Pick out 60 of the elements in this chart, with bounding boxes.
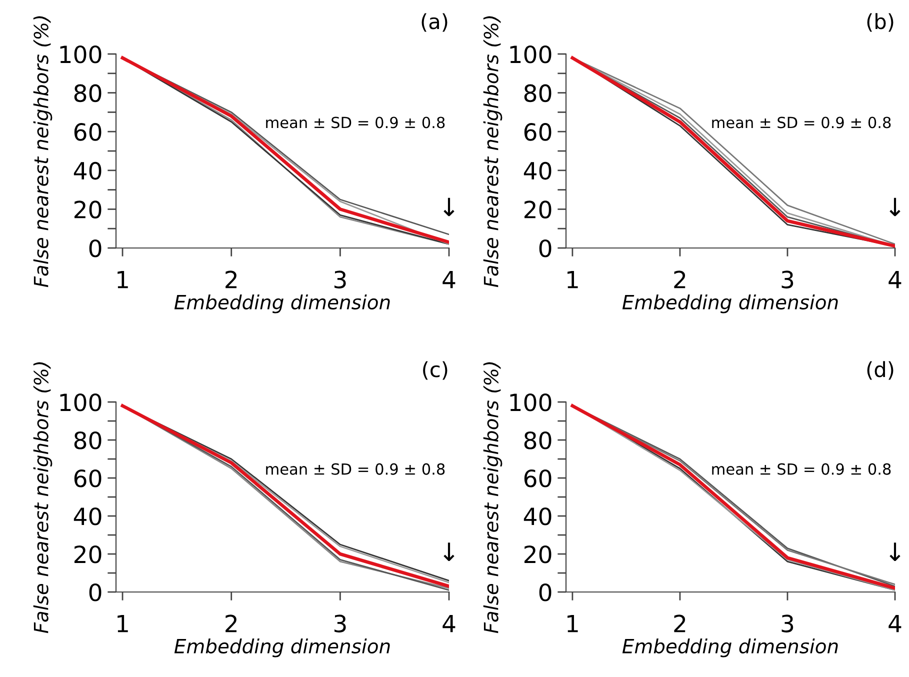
annotation: ↓ bbox=[444, 198, 454, 216]
y-axis-title: False nearest neighbors (%) bbox=[33, 362, 52, 634]
annotation: ↓ bbox=[890, 198, 900, 216]
y-tick-label: 100 bbox=[510, 393, 552, 412]
y-tick-label: 100 bbox=[510, 45, 552, 64]
y-tick-label: 60 bbox=[524, 123, 552, 141]
chart-title: (c) bbox=[423, 361, 448, 380]
x-tick-label: 4 bbox=[442, 270, 456, 288]
x-tick-label: 4 bbox=[888, 270, 902, 288]
y-tick-label: 20 bbox=[524, 545, 552, 564]
y-tick-label: 0 bbox=[89, 239, 102, 258]
annotation: mean ± SD = 0.9 ± 0.8 bbox=[266, 116, 445, 128]
y-tick-label: 80 bbox=[74, 84, 102, 102]
x-axis-title: Embedding dimension bbox=[174, 638, 390, 658]
x-tick-label: 3 bbox=[334, 270, 346, 288]
y-tick-label: 20 bbox=[74, 200, 102, 219]
y-tick-label: 20 bbox=[524, 200, 552, 219]
y-tick-label: 60 bbox=[74, 123, 102, 141]
y-tick-label: 40 bbox=[74, 162, 102, 180]
chart-title: (b) bbox=[867, 13, 894, 32]
y-tick-label: 40 bbox=[74, 507, 102, 526]
y-tick-label: 60 bbox=[74, 469, 102, 488]
x-tick-label: 3 bbox=[782, 614, 794, 632]
y-tick-label: 0 bbox=[539, 583, 552, 602]
x-tick-label: 1 bbox=[568, 614, 578, 632]
y-tick-label: 80 bbox=[524, 431, 552, 450]
annotation: mean ± SD = 0.9 ± 0.8 bbox=[266, 463, 445, 475]
y-axis-title: False nearest neighbors (%) bbox=[483, 16, 502, 288]
x-tick-label: 3 bbox=[782, 270, 794, 288]
annotation: ↓ bbox=[444, 542, 454, 561]
y-tick-label: 100 bbox=[60, 393, 102, 412]
annotation: mean ± SD = 0.9 ± 0.8 bbox=[712, 463, 891, 475]
x-tick-label: 2 bbox=[674, 614, 686, 632]
y-axis-title: False nearest neighbors (%) bbox=[33, 16, 52, 288]
x-axis-title: Embedding dimension bbox=[622, 638, 838, 658]
annotation: mean ± SD = 0.9 ± 0.8 bbox=[712, 116, 891, 128]
chart-title: (d) bbox=[867, 361, 894, 380]
y-axis-title: False nearest neighbors (%) bbox=[483, 362, 502, 634]
x-tick-label: 2 bbox=[226, 614, 236, 632]
x-tick-label: 2 bbox=[674, 270, 686, 288]
x-tick-label: 4 bbox=[888, 614, 902, 632]
x-tick-label: 1 bbox=[568, 270, 578, 288]
x-axis-title: Embedding dimension bbox=[174, 294, 390, 314]
y-tick-label: 40 bbox=[524, 162, 552, 180]
x-tick-label: 2 bbox=[226, 270, 236, 288]
x-tick-label: 3 bbox=[334, 614, 346, 632]
y-tick-label: 80 bbox=[74, 431, 102, 450]
y-tick-label: 20 bbox=[74, 545, 102, 564]
y-tick-label: 100 bbox=[60, 45, 102, 64]
y-tick-label: 0 bbox=[539, 239, 552, 258]
y-tick-label: 60 bbox=[524, 469, 552, 488]
y-tick-label: 40 bbox=[524, 507, 552, 526]
x-tick-label: 1 bbox=[118, 614, 128, 632]
x-axis-title: Embedding dimension bbox=[622, 294, 838, 314]
chart-title: (a) bbox=[422, 13, 448, 32]
y-tick-label: 80 bbox=[524, 84, 552, 102]
x-tick-label: 1 bbox=[118, 270, 128, 288]
annotation: ↓ bbox=[890, 542, 900, 561]
y-tick-label: 0 bbox=[89, 583, 102, 602]
x-tick-label: 4 bbox=[442, 614, 456, 632]
